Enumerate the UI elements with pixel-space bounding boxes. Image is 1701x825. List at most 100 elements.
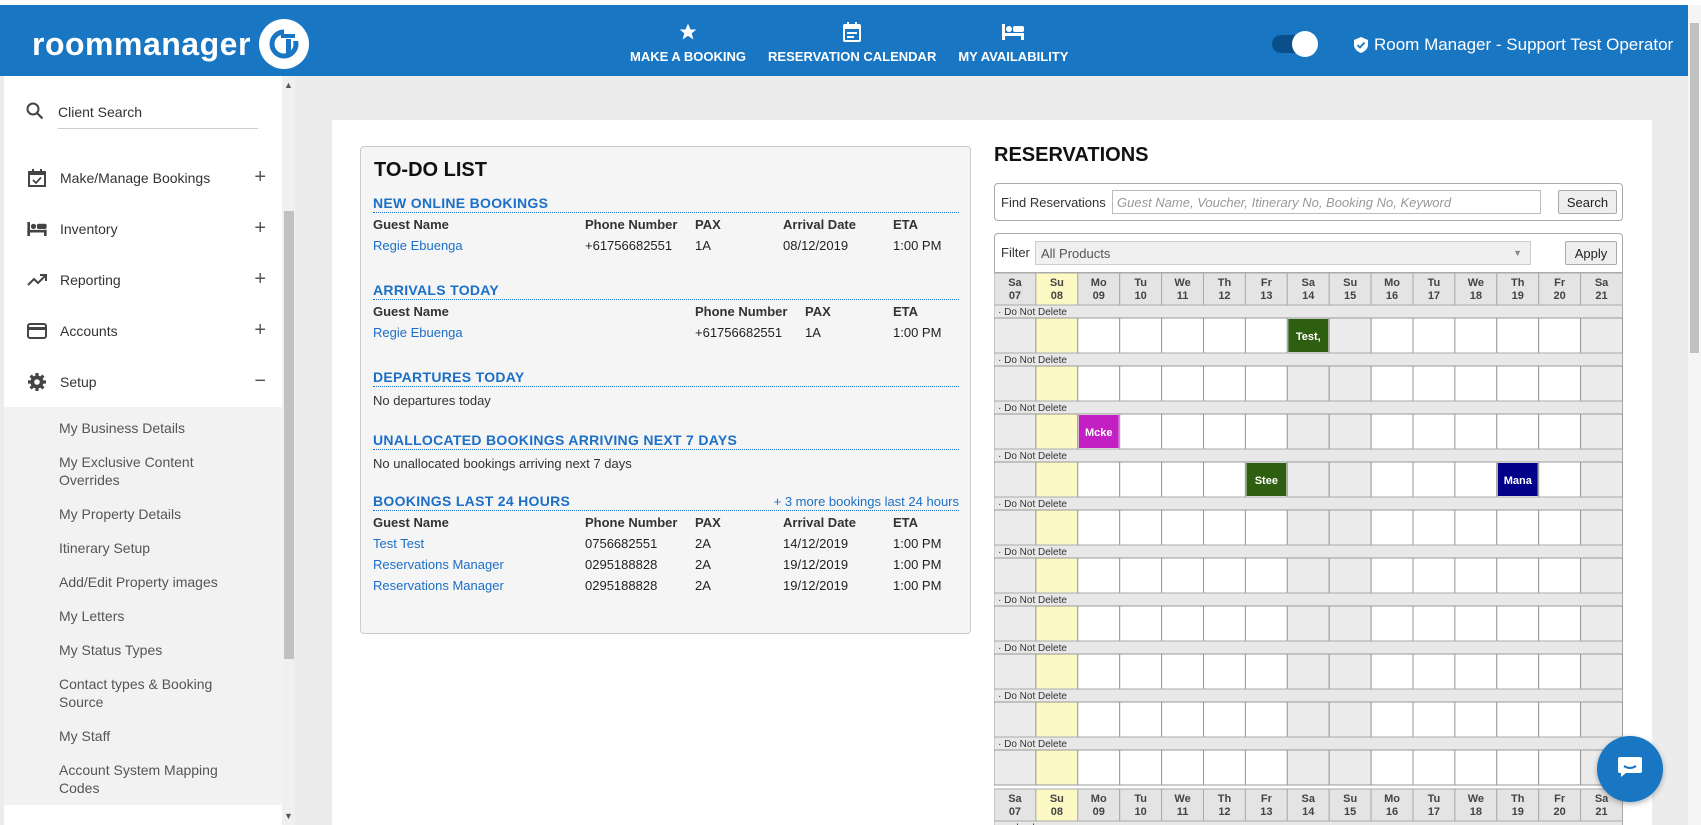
calendar-cell[interactable] bbox=[1538, 653, 1582, 690]
calendar-cell[interactable] bbox=[1203, 749, 1246, 786]
calendar-cell[interactable] bbox=[1119, 461, 1163, 498]
calendar-cell[interactable] bbox=[1161, 749, 1205, 786]
calendar-cell[interactable] bbox=[1370, 509, 1414, 546]
footer-day-cell[interactable] bbox=[1370, 788, 1414, 822]
mode-toggle[interactable] bbox=[1272, 31, 1318, 57]
calendar-cell[interactable] bbox=[1538, 701, 1582, 738]
calendar-cell[interactable] bbox=[994, 701, 1037, 738]
calendar-cell[interactable] bbox=[1412, 461, 1456, 498]
calendar-cell[interactable] bbox=[1203, 461, 1246, 498]
calendar-cell[interactable] bbox=[1496, 413, 1540, 450]
calendar-cell[interactable] bbox=[1538, 413, 1582, 450]
calendar-cell[interactable] bbox=[1412, 653, 1456, 690]
calendar-cell[interactable] bbox=[1035, 413, 1079, 450]
calendar-cell[interactable] bbox=[994, 605, 1037, 642]
calendar-cell[interactable] bbox=[1286, 557, 1330, 594]
setup-item[interactable]: Account System Mapping Codes bbox=[59, 762, 218, 796]
calendar-cell[interactable] bbox=[1203, 653, 1246, 690]
calendar-cell[interactable] bbox=[1161, 461, 1205, 498]
calendar-cell[interactable] bbox=[1370, 557, 1414, 594]
calendar-cell[interactable] bbox=[1286, 413, 1330, 450]
client-search-input[interactable]: Client Search bbox=[58, 98, 258, 129]
guest-link[interactable]: Reservations Manager bbox=[373, 557, 504, 572]
calendar-cell[interactable] bbox=[1454, 413, 1498, 450]
calendar-cell[interactable] bbox=[1244, 317, 1288, 354]
calendar-cell[interactable] bbox=[1161, 317, 1205, 354]
setup-item[interactable]: Add/Edit Property images bbox=[59, 574, 218, 590]
calendar-cell[interactable] bbox=[1077, 749, 1121, 786]
calendar-cell[interactable] bbox=[1496, 605, 1540, 642]
header-day-cell[interactable] bbox=[1286, 273, 1330, 306]
nav-make-booking[interactable]: MAKE A BOOKING bbox=[630, 19, 746, 64]
sidebar-item-accounts[interactable]: Accounts + bbox=[4, 305, 282, 356]
calendar-cell[interactable] bbox=[1412, 413, 1456, 450]
calendar-cell[interactable] bbox=[1286, 509, 1330, 546]
calendar-cell[interactable] bbox=[1412, 749, 1456, 786]
collapse-icon[interactable]: − bbox=[254, 370, 266, 392]
calendar-cell[interactable] bbox=[1203, 605, 1246, 642]
calendar-cell[interactable] bbox=[994, 749, 1037, 786]
expand-icon[interactable]: + bbox=[254, 217, 266, 239]
footer-day-cell[interactable] bbox=[1161, 788, 1205, 822]
calendar-cell[interactable] bbox=[1370, 749, 1414, 786]
calendar-cell[interactable] bbox=[1496, 749, 1540, 786]
calendar-cell[interactable] bbox=[1077, 557, 1121, 594]
calendar-cell[interactable] bbox=[1496, 701, 1540, 738]
calendar-cell[interactable] bbox=[1454, 509, 1498, 546]
calendar-cell[interactable] bbox=[1119, 413, 1163, 450]
calendar-cell[interactable] bbox=[1328, 557, 1372, 594]
chat-button[interactable] bbox=[1597, 736, 1663, 802]
calendar-cell[interactable] bbox=[1244, 365, 1288, 402]
calendar-cell[interactable] bbox=[1370, 653, 1414, 690]
calendar-cell[interactable] bbox=[1370, 605, 1414, 642]
calendar-cell[interactable] bbox=[1580, 461, 1623, 498]
calendar-cell[interactable] bbox=[1328, 605, 1372, 642]
calendar-cell[interactable] bbox=[1035, 509, 1079, 546]
calendar-cell[interactable] bbox=[1580, 557, 1623, 594]
calendar-cell[interactable] bbox=[1035, 605, 1079, 642]
calendar-cell[interactable] bbox=[1538, 365, 1582, 402]
calendar-cell[interactable] bbox=[1538, 557, 1582, 594]
calendar-cell[interactable] bbox=[1244, 653, 1288, 690]
calendar-cell[interactable] bbox=[1035, 749, 1079, 786]
calendar-cell[interactable] bbox=[1077, 365, 1121, 402]
calendar-cell[interactable] bbox=[994, 557, 1037, 594]
operator-account[interactable]: Room Manager - Support Test Operator bbox=[1354, 35, 1673, 55]
calendar-cell[interactable] bbox=[1161, 413, 1205, 450]
calendar-cell[interactable] bbox=[1119, 605, 1163, 642]
calendar-cell[interactable] bbox=[1119, 365, 1163, 402]
calendar-cell[interactable] bbox=[1119, 509, 1163, 546]
calendar-cell[interactable] bbox=[1119, 653, 1163, 690]
calendar-cell[interactable] bbox=[1203, 557, 1246, 594]
page-scrollbar[interactable] bbox=[1688, 5, 1701, 825]
calendar-cell[interactable] bbox=[1119, 701, 1163, 738]
calendar-cell[interactable] bbox=[1370, 461, 1414, 498]
calendar-cell[interactable] bbox=[1244, 413, 1288, 450]
calendar-cell[interactable] bbox=[1412, 509, 1456, 546]
guest-link[interactable]: Regie Ebuenga bbox=[373, 238, 463, 253]
calendar-cell[interactable] bbox=[1538, 461, 1582, 498]
calendar-cell[interactable] bbox=[1538, 509, 1582, 546]
calendar-cell[interactable] bbox=[1119, 749, 1163, 786]
expand-icon[interactable]: + bbox=[254, 268, 266, 290]
calendar-cell[interactable] bbox=[1161, 605, 1205, 642]
calendar-cell[interactable] bbox=[1580, 509, 1623, 546]
calendar-cell[interactable] bbox=[1580, 605, 1623, 642]
calendar-cell[interactable] bbox=[1035, 701, 1079, 738]
nav-my-availability[interactable]: MY AVAILABILITY bbox=[958, 19, 1068, 64]
calendar-cell[interactable] bbox=[1496, 317, 1540, 354]
calendar-cell[interactable] bbox=[1580, 365, 1623, 402]
calendar-cell[interactable] bbox=[1328, 461, 1372, 498]
sidebar-item-setup[interactable]: Setup − bbox=[4, 356, 282, 407]
calendar-cell[interactable] bbox=[1035, 557, 1079, 594]
calendar-cell[interactable] bbox=[994, 461, 1037, 498]
sidebar-item-inventory[interactable]: Inventory + bbox=[4, 203, 282, 254]
calendar-cell[interactable] bbox=[994, 509, 1037, 546]
calendar-cell[interactable] bbox=[1538, 317, 1582, 354]
sidebar-item-reporting[interactable]: Reporting + bbox=[4, 254, 282, 305]
booking-block[interactable] bbox=[1246, 463, 1287, 496]
calendar-cell[interactable] bbox=[1412, 701, 1456, 738]
setup-item[interactable]: My Staff bbox=[59, 728, 111, 744]
calendar-cell[interactable] bbox=[1161, 557, 1205, 594]
calendar-cell[interactable] bbox=[1496, 509, 1540, 546]
